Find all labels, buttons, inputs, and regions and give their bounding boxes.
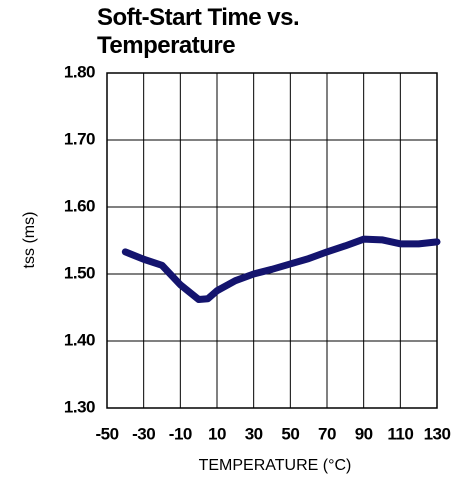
y-tick-label: 1.80 xyxy=(64,62,95,81)
y-tick-label: 1.70 xyxy=(64,129,95,148)
x-tick-label: 70 xyxy=(318,424,336,443)
x-tick-label: -30 xyxy=(132,424,155,443)
y-tick-label: 1.60 xyxy=(64,196,95,215)
chart-title: Soft-Start Time vs. Temperature xyxy=(97,4,300,59)
y-axis-label: tss (ms) xyxy=(21,212,38,269)
y-tick-label: 1.40 xyxy=(64,330,95,349)
x-tick-label: 50 xyxy=(281,424,299,443)
x-tick-label: -10 xyxy=(169,424,192,443)
x-tick-label: 90 xyxy=(355,424,373,443)
y-tick-label: 1.50 xyxy=(64,263,95,282)
y-tick-label: 1.30 xyxy=(64,397,95,416)
x-tick-label: 30 xyxy=(245,424,263,443)
x-tick-label: 10 xyxy=(208,424,226,443)
x-tick-label: 130 xyxy=(424,424,451,443)
x-tick-label: 110 xyxy=(387,424,413,443)
data-line xyxy=(121,235,441,303)
x-axis-label: TEMPERATURE (°C) xyxy=(199,457,352,474)
x-tick-label: -50 xyxy=(95,424,118,443)
